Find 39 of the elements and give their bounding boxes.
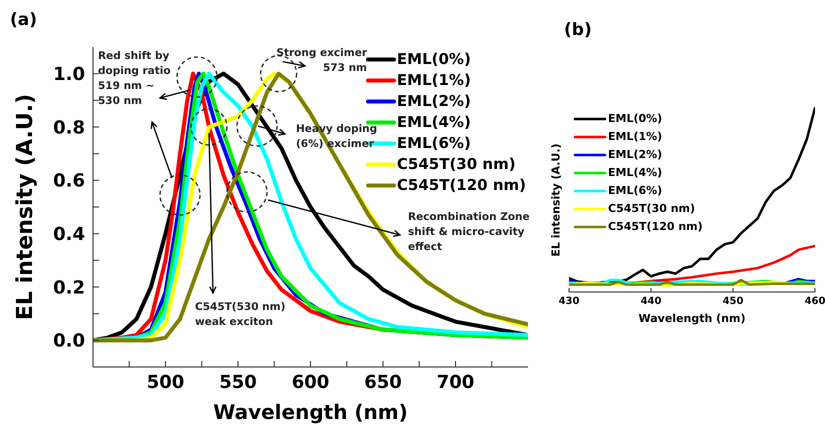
legend-label: EML(0%) (396, 49, 471, 70)
legend-label: EML(0%) (608, 111, 662, 127)
annotation: Recombination Zone shift & micro-cavity effect (408, 210, 531, 255)
y-tick-label: 0.4 (53, 224, 85, 246)
x-tick-label: 430 (558, 296, 580, 308)
x-tick-label: 600 (292, 372, 330, 393)
annotation: Red shift by doping ratio 519 nm ~ 530 nm (98, 49, 172, 109)
chart-title: (b) (564, 20, 592, 40)
y-tick-label: 0.0 (53, 330, 85, 352)
y-tick-label: 0.6 (53, 170, 85, 192)
annotation: Strong excimer 573 nm (275, 46, 367, 76)
legend-label: EML(2%) (608, 147, 662, 163)
x-axis-title: Wavelength (nm) (638, 312, 746, 325)
x-tick-label: 650 (364, 372, 402, 393)
x-tick-label: 550 (219, 372, 257, 393)
legend-label: EML(2%) (396, 91, 471, 112)
legend-label: EML(4%) (608, 165, 662, 181)
legend-label: EML(1%) (608, 129, 662, 145)
x-tick-label: 450 (722, 296, 744, 308)
legend-label: EML(1%) (396, 70, 471, 91)
legend-label: EML(6%) (396, 133, 471, 154)
x-tick-label: 700 (436, 372, 474, 393)
legend-label: C545T(120 nm) (396, 175, 526, 196)
annotation: C545T(530 nm) weak exciton (195, 300, 286, 330)
legend-label: C545T(120 nm) (608, 219, 703, 235)
chart-title: (a) (10, 10, 38, 30)
x-tick-label: 500 (146, 372, 184, 393)
y-tick-label: 0.2 (53, 277, 85, 298)
x-axis-title: Wavelength (nm) (213, 400, 408, 424)
legend-label: EML(4%) (396, 112, 471, 133)
y-axis-title: EL intensity (A.U.) (12, 94, 38, 320)
x-tick-label: 460 (804, 296, 825, 308)
x-tick-label: 440 (640, 296, 662, 308)
legend-label: EML(6%) (608, 183, 662, 199)
legend-label: C545T(30 nm) (396, 154, 516, 175)
y-tick-label: 0.8 (53, 117, 85, 138)
y-tick-label: 1.0 (53, 64, 85, 86)
legend-label: C545T(30 nm) (608, 201, 696, 217)
y-axis-title: EL intensity (A.U.) (550, 143, 562, 257)
